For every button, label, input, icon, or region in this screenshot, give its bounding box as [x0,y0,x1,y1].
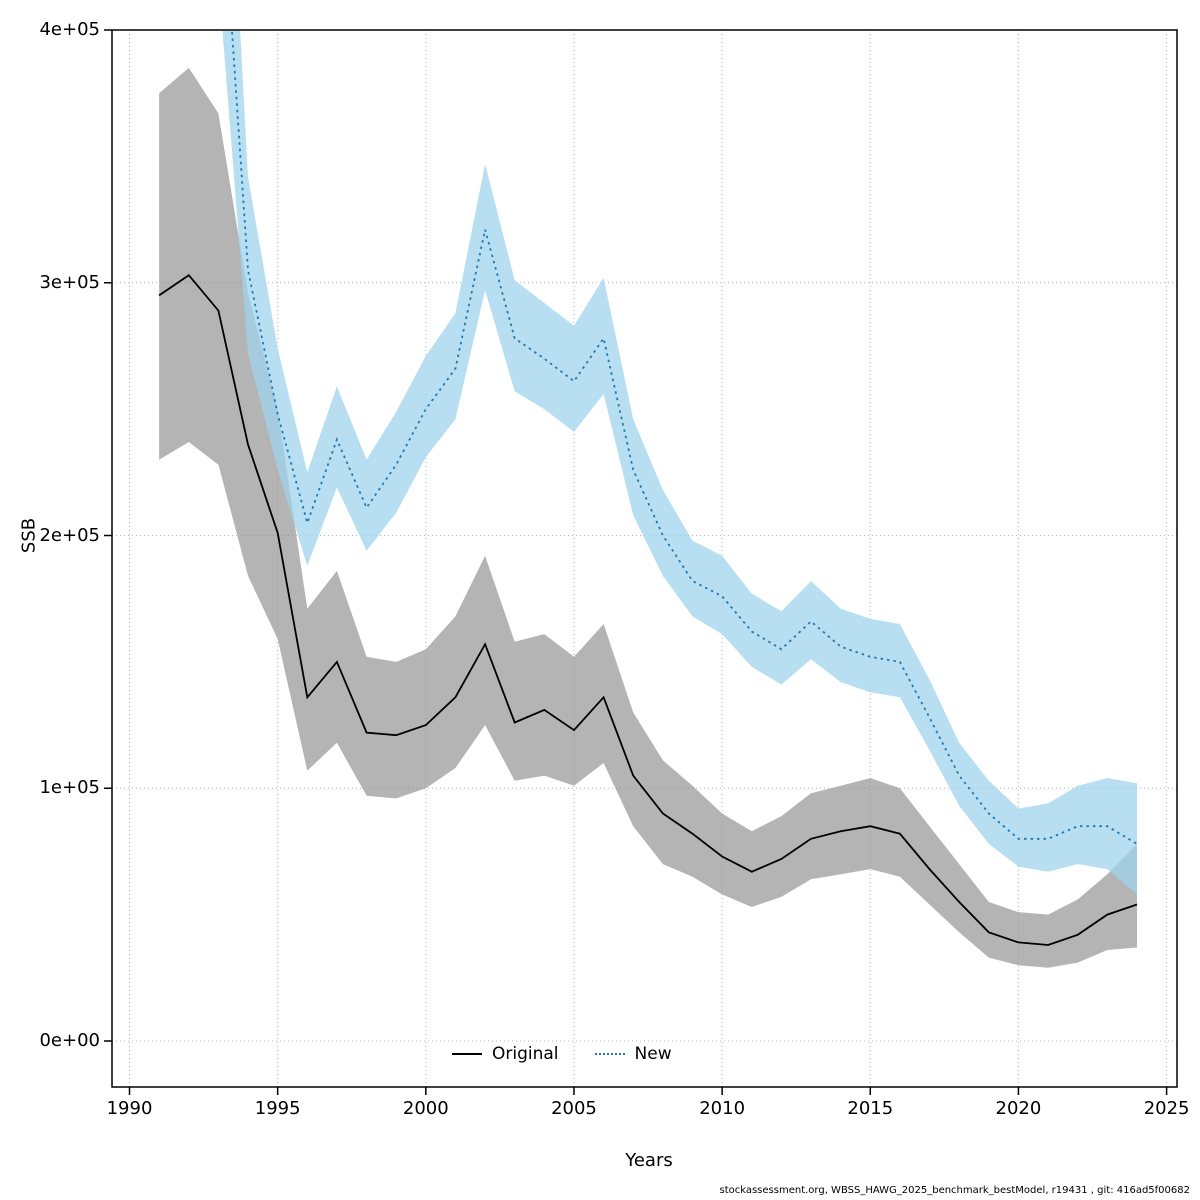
new-confidence-band [222,31,1137,895]
y-tick-label: 3e+05 [39,271,100,293]
y-tick-label: 0e+00 [39,1030,100,1051]
y-tick-label: 4e+05 [39,19,100,40]
x-axis-label: Years [625,1150,673,1171]
y-tick-label: 1e+05 [39,777,100,799]
original-line [158,273,1138,946]
y-tick-label: 2e+05 [39,524,100,546]
x-tick-label: 2010 [699,1098,746,1119]
series-layer [158,31,1138,968]
original-line-swatch-icon [452,1053,482,1055]
legend-label-new: New [634,1044,672,1064]
x-tick-label: 1990 [106,1098,153,1119]
plot-border [111,29,1178,1088]
original-confidence-band [159,67,1138,968]
legend-label-original: Original [492,1044,559,1064]
x-tick-label: 2005 [551,1098,597,1119]
legend-item-original: Original [452,1044,559,1064]
new-line [231,31,1138,845]
x-tick-label: 1995 [254,1098,301,1119]
y-axis-label: SSB [18,517,40,554]
legend-item-new: New [594,1044,672,1064]
footer-attribution: stockassessment.org, WBSS_HAWG_2025_benc… [719,1185,1190,1196]
x-tick-label: 2000 [402,1098,449,1119]
tick-marks [104,29,1168,1095]
new-line-swatch-icon [594,1053,625,1055]
x-tick-label: 2015 [847,1098,894,1119]
x-tick-label: 2025 [1143,1098,1190,1119]
legend: Original New [452,1044,672,1064]
x-tick-label: 2020 [995,1098,1042,1119]
